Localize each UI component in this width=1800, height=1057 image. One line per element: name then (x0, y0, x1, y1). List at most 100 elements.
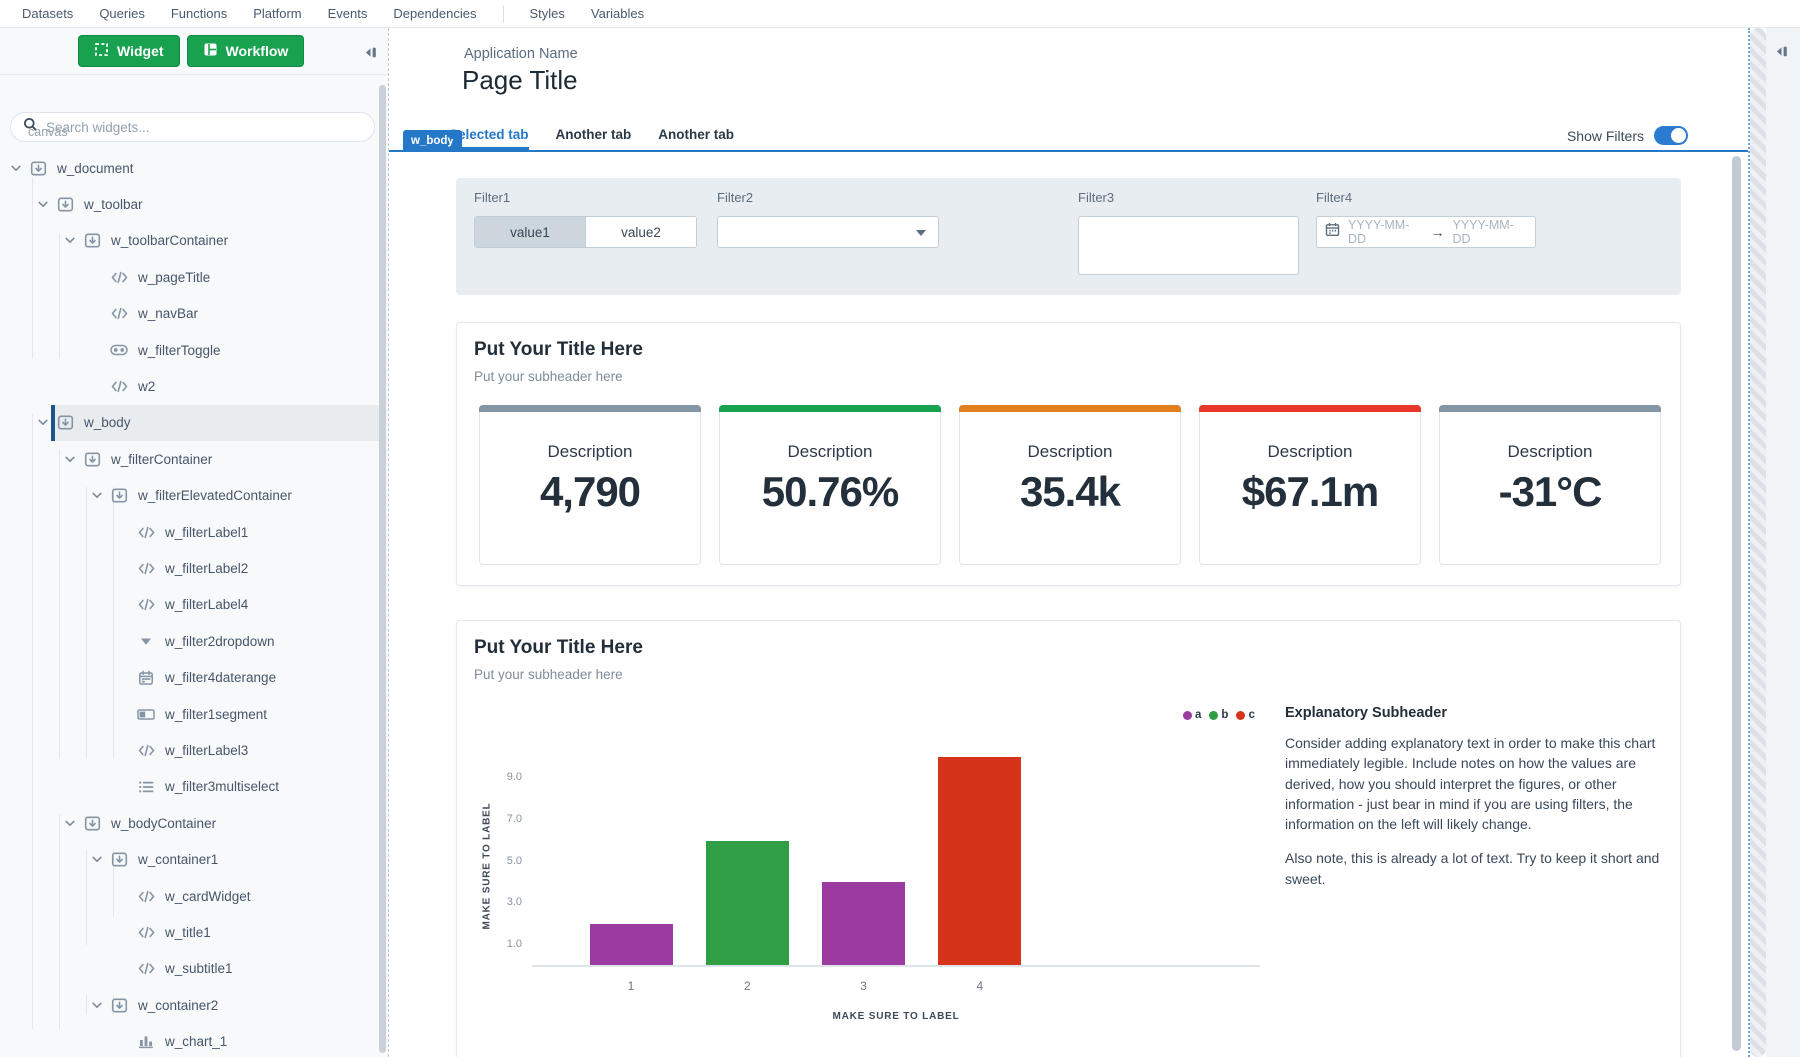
menu-item-platform[interactable]: Platform (253, 6, 302, 21)
kpi-section-title: Put Your Title Here (474, 339, 643, 360)
selection-outline-top (389, 150, 1748, 152)
tree-expand-chevron-icon[interactable] (62, 237, 78, 244)
tree-row-w_toolbarContainer: w_toolbarContainer (0, 223, 380, 259)
tree-item-label: w_filterLabel4 (165, 597, 249, 613)
container-widget-icon (110, 487, 128, 504)
tab-2[interactable]: Another tab (555, 127, 632, 142)
tree-item-w_body[interactable]: w_body (51, 404, 380, 442)
add-widget-button[interactable]: Widget (78, 35, 180, 67)
tab-3[interactable]: Another tab (658, 127, 735, 142)
kpi-card-label: Description (1027, 442, 1113, 461)
tree-item-label: w_bodyContainer (111, 815, 217, 831)
show-filters-toggle[interactable] (1654, 126, 1688, 145)
tree-row-w_title1: w_title1 (0, 914, 380, 950)
tree-item-w_chart_1[interactable]: w_chart_1 (132, 1023, 380, 1057)
x-tick-label: 2 (743, 979, 751, 993)
tree-item-label: w_body (84, 415, 131, 431)
tree-row-w_container2: w_container2 (0, 987, 380, 1023)
legend-item-c[interactable]: c (1236, 709, 1255, 721)
tab-1[interactable]: Selected tab (449, 122, 529, 150)
end-date-field[interactable]: YYYY-MM-DD (1452, 218, 1514, 246)
start-date-field[interactable]: YYYY-MM-DD (1348, 218, 1410, 246)
menu-item-datasets[interactable]: Datasets (22, 6, 74, 21)
legend-dot-icon (1183, 710, 1192, 720)
code-widget-icon (137, 742, 155, 759)
menu-item-variables[interactable]: Variables (590, 6, 645, 21)
tree-item-label: w_navBar (138, 306, 199, 322)
menu-item-functions[interactable]: Functions (170, 6, 228, 21)
search-widgets-input[interactable] (46, 119, 362, 135)
tree-item-w_filterToggle[interactable]: w_filterToggle (105, 332, 380, 368)
tree-expand-chevron-icon[interactable] (89, 1002, 105, 1009)
tree-item-w_filterElevatedContainer[interactable]: w_filterElevatedContainer (105, 478, 380, 514)
tree-item-w_filterLabel2[interactable]: w_filterLabel2 (132, 550, 380, 586)
application-name: Application Name (464, 46, 578, 62)
kpi-card-accent-bar (719, 405, 941, 412)
tree-expand-chevron-icon[interactable] (35, 201, 51, 208)
calendar-icon (1325, 222, 1340, 242)
canvas-scrollbar[interactable] (1732, 156, 1741, 1051)
tree-indent-guide (86, 850, 87, 945)
filter2-dropdown[interactable] (717, 216, 939, 248)
tree-item-w_filter4daterange[interactable]: w_filter4daterange (132, 659, 380, 695)
tree-item-label: w_subtitle1 (165, 961, 233, 977)
tree-item-w_filterLabel4[interactable]: w_filterLabel4 (132, 587, 380, 623)
sidebar-scrollbar[interactable] (379, 85, 386, 1053)
kpi-card-label: Description (547, 442, 633, 461)
tree-item-w_document[interactable]: w_document (24, 150, 380, 186)
add-workflow-button[interactable]: Workflow (186, 35, 305, 67)
legend-item-b[interactable]: b (1209, 709, 1228, 721)
menu-item-queries[interactable]: Queries (99, 6, 145, 21)
collapse-sidebar-icon[interactable] (364, 45, 380, 61)
tree-item-w_filterContainer[interactable]: w_filterContainer (78, 441, 380, 477)
tree-item-w_cardWidget[interactable]: w_cardWidget (132, 878, 380, 914)
legend-item-a[interactable]: a (1183, 709, 1201, 721)
tree-item-w_navBar[interactable]: w_navBar (105, 296, 380, 332)
tree-row-w_cardWidget: w_cardWidget (0, 878, 380, 914)
tree-indent-guide (113, 850, 114, 917)
top-menu-bar: Datasets Queries Functions Platform Events De… (0, 0, 1800, 28)
tree-item-w_container2[interactable]: w_container2 (105, 987, 380, 1023)
tree-item-w_filterLabel1[interactable]: w_filterLabel1 (132, 514, 380, 550)
filter1-option-value1[interactable]: value1 (475, 217, 585, 247)
tree-item-w_toolbar[interactable]: w_toolbar (51, 186, 380, 222)
menu-item-dependencies[interactable]: Dependencies (393, 6, 477, 21)
tree-expand-chevron-icon[interactable] (89, 492, 105, 499)
tree-item-w_filter3multiselect[interactable]: w_filter3multiselect (132, 769, 380, 805)
tree-item-w_container1[interactable]: w_container1 (105, 841, 380, 877)
chevron-down-icon (916, 230, 926, 236)
tree-item-w_filter1segment[interactable]: w_filter1segment (132, 696, 380, 732)
kpi-card-label: Description (787, 442, 873, 461)
menu-item-styles[interactable]: Styles (529, 6, 565, 21)
tree-item-w_subtitle1[interactable]: w_subtitle1 (132, 951, 380, 987)
explanation-paragraph: Consider adding explanatory text in orde… (1285, 735, 1656, 833)
filter1-option-value2[interactable]: value2 (585, 217, 696, 247)
menu-item-events[interactable]: Events (327, 6, 368, 21)
code-widget-icon (137, 524, 155, 541)
tree-item-w_pageTitle[interactable]: w_pageTitle (105, 259, 380, 295)
legend-series-name: b (1221, 709, 1229, 721)
chart-section-card: Put Your Title Here Put your subheader h… (456, 620, 1681, 1057)
filter1-segmented-control: value1 value2 (474, 216, 697, 248)
tree-item-label: w_filterToggle (138, 342, 221, 358)
filter3-multiselect[interactable] (1078, 216, 1299, 275)
tree-item-w_filter2dropdown[interactable]: w_filter2dropdown (132, 623, 380, 659)
expand-inspector-icon[interactable] (1775, 44, 1791, 60)
chart-bar-3 (822, 882, 906, 966)
tree-expand-chevron-icon[interactable] (35, 419, 51, 426)
x-tick-label: 3 (860, 979, 867, 993)
tree-expand-chevron-icon[interactable] (62, 456, 78, 463)
tree-row-w_document: w_document (0, 150, 380, 186)
filter4-daterange[interactable]: YYYY-MM-DD → YYYY-MM-DD (1316, 216, 1536, 248)
x-axis-label: MAKE SURE TO LABEL (832, 1011, 960, 1022)
tree-expand-chevron-icon[interactable] (8, 165, 24, 172)
widget-search-box (10, 112, 375, 142)
tree-expand-chevron-icon[interactable] (89, 856, 105, 863)
chart-explanation: Explanatory Subheader Consider adding ex… (1285, 705, 1667, 889)
tree-item-w_title1[interactable]: w_title1 (132, 914, 380, 950)
tree-item-w_toolbarContainer[interactable]: w_toolbarContainer (78, 223, 380, 259)
tree-item-w_bodyContainer[interactable]: w_bodyContainer (78, 805, 380, 841)
tree-item-w2[interactable]: w2 (105, 368, 380, 404)
tree-expand-chevron-icon[interactable] (62, 820, 78, 827)
tree-item-w_filterLabel3[interactable]: w_filterLabel3 (132, 732, 380, 768)
